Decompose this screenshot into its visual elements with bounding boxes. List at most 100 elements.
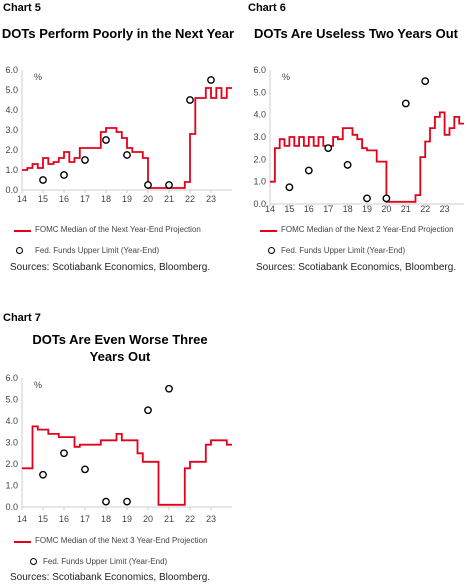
chart-5-sources: Sources: Scotiabank Economics, Bloomberg… — [10, 262, 211, 273]
funds-point — [343, 161, 352, 169]
funds-point — [39, 176, 47, 184]
x-tick-label: 19 — [122, 514, 132, 524]
funds-point — [421, 77, 430, 86]
x-tick-label: 22 — [185, 514, 195, 524]
y-tick-label: 3.0 — [5, 438, 18, 448]
x-tick-label: 23 — [206, 194, 216, 204]
funds-point — [165, 384, 173, 393]
chart-7-legend-funds: Fed. Funds Upper Limit (Year-End) — [43, 557, 168, 566]
y-tick-label: 3.0 — [5, 125, 18, 135]
funds-point — [123, 151, 131, 159]
y-tick-label: 2.0 — [5, 145, 18, 155]
x-tick-label: 18 — [101, 194, 111, 204]
funds-point — [144, 181, 152, 189]
y-tick-label: 6.0 — [5, 373, 18, 383]
chart-5-label: Chart 5 — [3, 2, 41, 14]
projection-line — [22, 425, 232, 506]
y-tick-label: 5.0 — [253, 87, 266, 97]
x-tick-label: 15 — [38, 514, 48, 524]
x-tick-label: 23 — [206, 514, 216, 524]
chart-6-plot: 0.0 1.0 2.0 3.0 4.0 5.0 6.0% 14 15 16 17 18 19 20 21 22… — [253, 65, 464, 212]
x-tick-label: 14 — [265, 204, 275, 212]
chart-6-title: DOTs Are Useless Two Years Out — [254, 26, 458, 41]
x-tick-label: 14 — [17, 194, 27, 204]
y-tick-label: 1.0 — [5, 165, 18, 175]
chart-5-legend-marker — [16, 247, 23, 254]
funds-point — [123, 497, 131, 506]
chart-5-title: DOTs Perform Poorly in the Next Year — [1, 26, 235, 41]
x-tick-label: 23 — [440, 204, 450, 212]
funds-point — [102, 136, 110, 144]
chart-7-label: Chart 7 — [3, 312, 41, 324]
chart-6-legend-funds: Fed. Funds Upper Limit (Year-End) — [281, 246, 406, 255]
funds-point — [285, 183, 294, 192]
y-tick-label: 0.0 — [5, 502, 18, 512]
funds-point — [144, 406, 152, 415]
chart-7-title: DOTs Are Even Worse Three Years Out — [32, 332, 208, 364]
y-tick-label: 6.0 — [5, 65, 18, 75]
y-unit-label: % — [282, 72, 290, 82]
y-tick-label: 0.0 — [253, 199, 266, 209]
chart-7-legend-line — [14, 541, 31, 543]
y-unit-label: % — [34, 72, 42, 82]
x-tick-label: 21 — [401, 204, 411, 212]
chart-5-legend-line — [14, 230, 31, 232]
chart-6-label: Chart 6 — [248, 2, 286, 14]
funds-point — [81, 465, 89, 474]
x-tick-label: 17 — [323, 204, 333, 212]
chart-6-legend-marker — [268, 247, 275, 254]
y-tick-label: 1.0 — [5, 481, 18, 491]
funds-point — [401, 99, 410, 108]
y-tick-label: 4.0 — [253, 110, 266, 120]
y-tick-label: 5.0 — [5, 395, 18, 405]
projection-line — [270, 111, 464, 203]
chart-6-legend-line — [260, 230, 277, 232]
y-tick-label: 6.0 — [253, 65, 266, 75]
funds-point — [102, 497, 110, 506]
funds-point — [165, 181, 173, 189]
x-tick-label: 17 — [80, 514, 90, 524]
funds-point — [81, 156, 89, 164]
funds-point — [324, 144, 333, 153]
x-tick-label: 19 — [122, 194, 132, 204]
funds-point — [186, 96, 194, 104]
x-tick-label: 22 — [420, 204, 430, 212]
chart-7-legend-projection: FOMC Median of the Next 3 Year-End Proje… — [35, 536, 208, 545]
x-tick-label: 18 — [101, 514, 111, 524]
y-tick-label: 2.0 — [5, 459, 18, 469]
chart-5-plot: 0.0 1.0 2.0 3.0 4.0 5.0 6.0% 14 15 16 17 18 19 20 21 22… — [5, 65, 232, 204]
chart-5-legend-funds: Fed. Funds Upper Limit (Year-End) — [35, 246, 160, 255]
x-tick-label: 18 — [343, 204, 353, 212]
funds-point — [304, 166, 313, 175]
chart-7-sources: Sources: Scotiabank Economics, Bloomberg… — [10, 572, 211, 583]
chart-7-plot: 0.0 1.0 2.0 3.0 4.0 5.0 6.0% 14 15 16 17 18 19 20 21 22… — [5, 373, 232, 524]
x-tick-label: 21 — [164, 194, 174, 204]
x-tick-label: 15 — [284, 204, 294, 212]
x-tick-label: 15 — [38, 194, 48, 204]
y-tick-label: 3.0 — [253, 132, 266, 142]
y-tick-label: 2.0 — [253, 154, 266, 164]
funds-point — [60, 171, 68, 179]
x-tick-label: 22 — [185, 194, 195, 204]
x-tick-label: 16 — [59, 514, 69, 524]
chart-7-legend-marker — [30, 558, 37, 565]
funds-point — [363, 194, 371, 203]
x-tick-label: 20 — [143, 194, 153, 204]
chart-6-legend-projection: FOMC Median of the Next 2 Year-End Proje… — [281, 225, 454, 234]
x-tick-label: 16 — [304, 204, 314, 212]
y-tick-label: 4.0 — [5, 416, 18, 426]
x-tick-label: 21 — [164, 514, 174, 524]
x-tick-label: 14 — [17, 514, 27, 524]
x-tick-label: 16 — [59, 194, 69, 204]
x-tick-label: 20 — [381, 204, 391, 212]
y-tick-label: 4.0 — [5, 105, 18, 115]
chart-5-legend-projection: FOMC Median of the Next Year-End Project… — [35, 225, 201, 234]
x-tick-label: 17 — [80, 194, 90, 204]
x-tick-label: 20 — [143, 514, 153, 524]
funds-point — [60, 449, 68, 458]
y-unit-label: % — [34, 380, 42, 390]
funds-point — [382, 194, 391, 203]
projection-line — [22, 87, 232, 189]
y-tick-label: 1.0 — [253, 177, 266, 187]
y-tick-label: 5.0 — [5, 85, 18, 95]
